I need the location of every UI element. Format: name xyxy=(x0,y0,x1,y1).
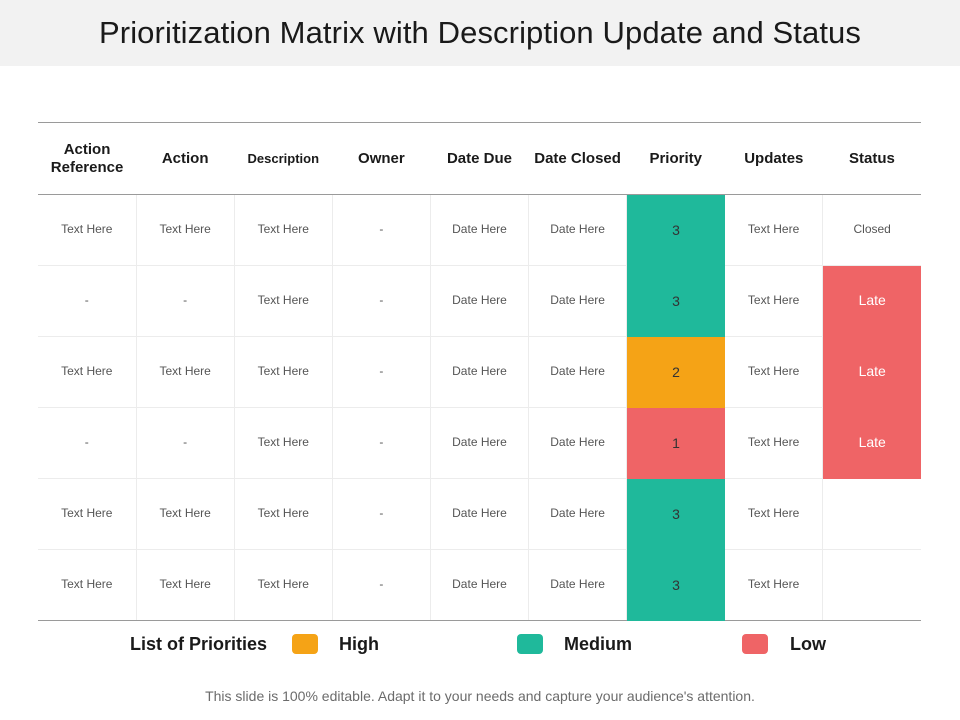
header-priority: Priority xyxy=(626,122,725,195)
cell-description: Text Here xyxy=(234,549,333,621)
cell-date-due: Date Here xyxy=(430,336,530,408)
cell-status: Late xyxy=(822,336,921,408)
cell-action: Text Here xyxy=(136,478,235,550)
cell-date-closed: Date Here xyxy=(528,194,628,266)
cell-date-due: Date Here xyxy=(430,549,530,621)
cell-description: Text Here xyxy=(234,265,333,337)
cell-updates: Text Here xyxy=(724,478,824,550)
table-row: - - Text Here - Date Here Date Here 1 Text Here… xyxy=(38,407,921,479)
legend-title: List of Priorities xyxy=(130,634,268,654)
cell-description: Text Here xyxy=(234,478,333,550)
cell-action-reference: - xyxy=(38,407,137,479)
cell-date-closed: Date Here xyxy=(528,478,628,550)
header-updates: Updates xyxy=(724,122,823,195)
cell-description: Text Here xyxy=(234,336,333,408)
cell-action-reference: Text Here xyxy=(38,194,137,266)
header-owner: Owner xyxy=(332,122,431,195)
cell-date-due: Date Here xyxy=(430,194,530,266)
cell-owner: - xyxy=(332,265,431,337)
cell-action-reference: Text Here xyxy=(38,478,137,550)
header-action: Action xyxy=(136,122,235,195)
priority-legend: List of Priorities High Medium Low xyxy=(0,632,960,660)
cell-status xyxy=(822,478,921,550)
footer-note: This slide is 100% editable. Adapt it to… xyxy=(205,688,755,704)
cell-owner: - xyxy=(332,336,431,408)
legend-label-medium: Medium xyxy=(564,634,633,654)
prioritization-table: Action Reference Action Description Owne… xyxy=(38,122,921,621)
table-row: Text Here Text Here Text Here - Date Here Dat… xyxy=(38,549,921,621)
cell-action-reference: Text Here xyxy=(38,549,137,621)
cell-updates: Text Here xyxy=(724,265,824,337)
cell-date-closed: Date Here xyxy=(528,549,628,621)
cell-owner: - xyxy=(332,478,431,550)
header-date-closed: Date Closed xyxy=(528,122,627,195)
cell-date-due: Date Here xyxy=(430,265,530,337)
table-row: Text Here Text Here Text Here - Date Here Dat… xyxy=(38,336,921,408)
table-row: Text Here Text Here Text Here - Date Here Dat… xyxy=(38,478,921,550)
cell-priority: 2 xyxy=(626,336,725,408)
cell-priority: 3 xyxy=(626,265,725,337)
cell-action: - xyxy=(136,407,235,479)
cell-updates: Text Here xyxy=(724,407,824,479)
header-description: Description xyxy=(234,122,333,195)
cell-date-closed: Date Here xyxy=(528,265,628,337)
legend-label-high: High xyxy=(339,634,379,654)
cell-updates: Text Here xyxy=(724,336,824,408)
cell-action-reference: Text Here xyxy=(38,336,137,408)
cell-action: Text Here xyxy=(136,194,235,266)
cell-status: Late xyxy=(822,407,921,479)
cell-date-closed: Date Here xyxy=(528,336,628,408)
cell-priority: 3 xyxy=(626,478,725,550)
cell-owner: - xyxy=(332,194,431,266)
cell-status: Late xyxy=(822,265,921,337)
table-row: - - Text Here - Date Here Date Here 3 Text Here… xyxy=(38,265,921,337)
legend-swatch-high xyxy=(292,634,318,654)
header-action-reference: Action Reference xyxy=(38,122,137,195)
cell-status: Closed xyxy=(822,194,921,266)
cell-action: - xyxy=(136,265,235,337)
cell-date-closed: Date Here xyxy=(528,407,628,479)
cell-priority: 3 xyxy=(626,549,725,621)
cell-priority: 3 xyxy=(626,194,725,266)
cell-action-reference: - xyxy=(38,265,137,337)
cell-updates: Text Here xyxy=(724,194,824,266)
table-header-row: Action Reference Action Description Owne… xyxy=(38,122,921,195)
header-date-due: Date Due xyxy=(430,122,529,195)
table-body: Text Here Text Here Text Here - Date Here Dat… xyxy=(38,194,921,621)
cell-date-due: Date Here xyxy=(430,478,530,550)
cell-priority: 1 xyxy=(626,407,725,479)
cell-owner: - xyxy=(332,549,431,621)
cell-date-due: Date Here xyxy=(430,407,530,479)
legend-swatch-medium xyxy=(517,634,543,654)
cell-updates: Text Here xyxy=(724,549,824,621)
cell-status xyxy=(822,549,921,621)
page-title: Prioritization Matrix with Description U… xyxy=(99,15,861,50)
legend-label-low: Low xyxy=(790,634,826,654)
cell-description: Text Here xyxy=(234,194,333,266)
table-row: Text Here Text Here Text Here - Date Here Dat… xyxy=(38,194,921,266)
cell-owner: - xyxy=(332,407,431,479)
cell-action: Text Here xyxy=(136,549,235,621)
header-status: Status xyxy=(822,122,921,195)
legend-swatch-low xyxy=(742,634,768,654)
cell-action: Text Here xyxy=(136,336,235,408)
title-bar: Prioritization Matrix with Description U… xyxy=(0,0,960,66)
cell-description: Text Here xyxy=(234,407,333,479)
